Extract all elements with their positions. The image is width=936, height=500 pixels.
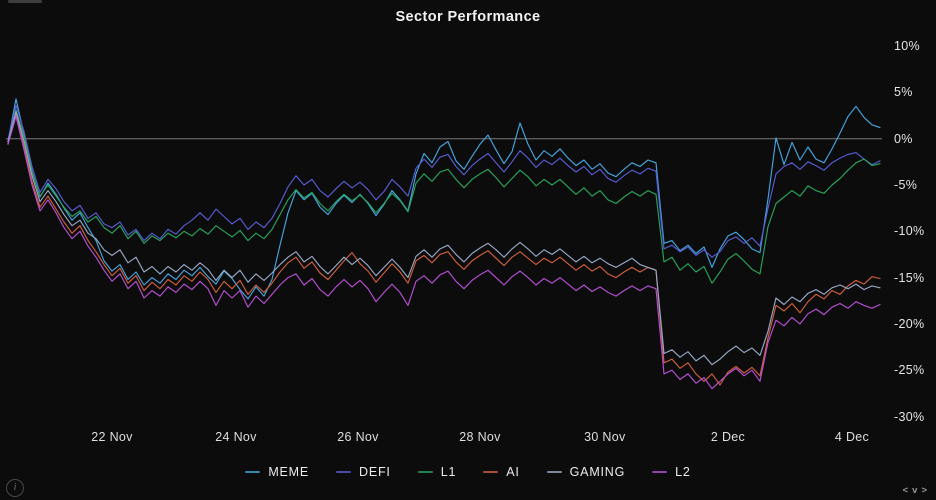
x-tick-label: 28 Nov bbox=[459, 430, 501, 444]
legend-swatch-gaming bbox=[546, 471, 562, 473]
legend-item-gaming[interactable]: GAMING bbox=[546, 465, 626, 479]
nav-left-icon[interactable]: < bbox=[902, 485, 910, 496]
legend-item-defi[interactable]: DEFI bbox=[336, 465, 391, 479]
nav-right-icon[interactable]: > bbox=[921, 485, 928, 496]
series-line-ai bbox=[7, 114, 881, 386]
x-tick-label: 30 Nov bbox=[584, 430, 626, 444]
legend-item-meme[interactable]: MEME bbox=[245, 465, 309, 479]
legend-label: AI bbox=[506, 465, 520, 479]
y-tick-label: -20% bbox=[894, 316, 925, 331]
y-tick-label: -5% bbox=[894, 178, 918, 192]
legend-item-ai[interactable]: AI bbox=[483, 465, 519, 479]
legend-swatch-ai bbox=[483, 471, 499, 473]
legend-item-l1[interactable]: L1 bbox=[417, 465, 457, 479]
legend-label: DEFI bbox=[359, 465, 391, 479]
x-tick-label: 4 Dec bbox=[834, 430, 870, 444]
y-tick-label: 5% bbox=[894, 85, 913, 100]
x-tick-label: 2 Dec bbox=[710, 430, 746, 444]
legend-swatch-defi bbox=[336, 471, 352, 473]
x-tick-label: 22 Nov bbox=[91, 430, 133, 444]
series-line-gaming bbox=[7, 111, 881, 366]
y-tick-label: -30% bbox=[894, 409, 925, 424]
series-line-l2 bbox=[7, 115, 881, 390]
legend-label: L2 bbox=[675, 465, 691, 479]
top-left-sliver bbox=[8, 0, 42, 3]
legend-label: MEME bbox=[268, 465, 310, 479]
series-line-l1 bbox=[7, 109, 881, 284]
series-line-defi bbox=[7, 104, 881, 258]
y-tick-label: -10% bbox=[894, 224, 925, 239]
legend-label: L1 bbox=[440, 465, 457, 479]
x-tick-label: 26 Nov bbox=[337, 430, 379, 444]
info-icon[interactable]: i bbox=[6, 479, 24, 497]
chart-legend: MEME DEFI L1 AI GAMING L2 bbox=[0, 465, 936, 479]
legend-swatch-l1 bbox=[417, 471, 433, 473]
legend-label: GAMING bbox=[569, 465, 626, 479]
legend-swatch-meme bbox=[245, 471, 261, 473]
y-tick-label: -25% bbox=[894, 363, 925, 378]
legend-item-l2[interactable]: L2 bbox=[652, 465, 691, 479]
series-line-meme bbox=[7, 98, 881, 300]
y-tick-label: -15% bbox=[894, 270, 925, 285]
y-tick-label: 10% bbox=[894, 39, 920, 54]
legend-swatch-l2 bbox=[652, 471, 668, 473]
y-tick-label: 0% bbox=[894, 131, 913, 146]
x-tick-label: 24 Nov bbox=[215, 430, 257, 444]
nav-down-icon[interactable]: v bbox=[912, 485, 919, 496]
chart-title: Sector Performance bbox=[395, 9, 541, 25]
chart-nav-controls: < v > bbox=[903, 486, 928, 496]
